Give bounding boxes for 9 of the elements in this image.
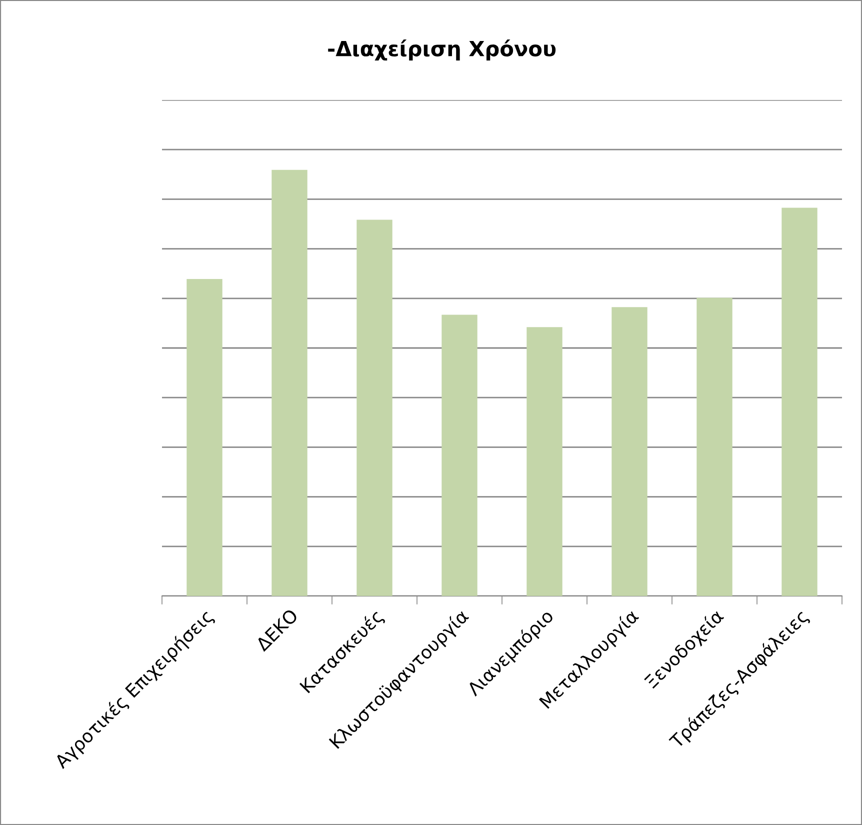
bar xyxy=(272,170,308,596)
bar xyxy=(356,220,392,596)
bar xyxy=(442,314,478,596)
bar xyxy=(526,327,562,596)
bar xyxy=(612,307,648,596)
chart-title: -Διαχείριση Χρόνου xyxy=(328,40,556,60)
bar xyxy=(186,278,222,596)
bar xyxy=(782,208,818,596)
bar xyxy=(696,298,732,596)
